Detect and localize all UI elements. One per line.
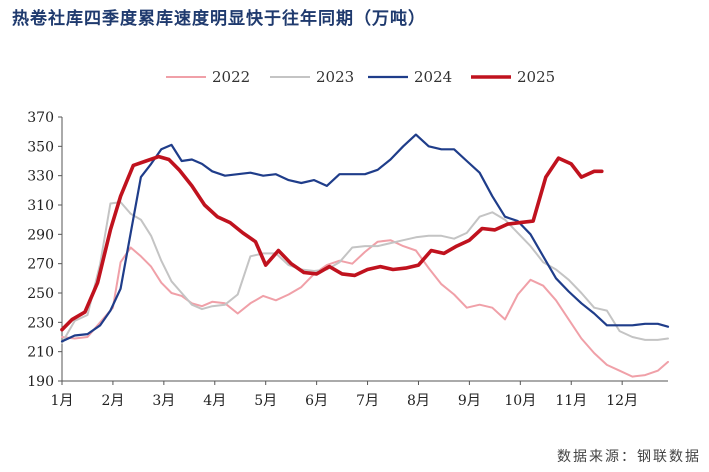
- y-tick-label: 250: [27, 286, 54, 302]
- chart-legend: 2022 2023 2024 2025: [166, 68, 555, 86]
- data-source: 数据来源：钢联数据: [557, 449, 701, 465]
- x-tick-label: 6月: [305, 393, 328, 409]
- y-tick-label: 350: [27, 139, 54, 155]
- legend-label-2022: 2022: [212, 68, 250, 86]
- x-tick-label: 5月: [254, 393, 277, 409]
- legend-label-2024: 2024: [414, 68, 452, 86]
- chart-series: [60, 133, 670, 378]
- x-tick-label: 4月: [203, 393, 226, 409]
- x-tick-label: 11月: [555, 393, 587, 409]
- x-tick-label: 3月: [152, 393, 175, 409]
- y-tick-label: 210: [27, 345, 54, 361]
- y-tick-label: 270: [27, 257, 54, 273]
- x-tick-label: 8月: [407, 393, 430, 409]
- series-line-2022: [61, 239, 669, 378]
- y-tick-label: 190: [27, 374, 54, 390]
- legend-label-2023: 2023: [316, 68, 354, 86]
- y-tick-label: 230: [27, 315, 54, 331]
- x-tick-label: 9月: [458, 393, 481, 409]
- x-tick-label: 1月: [51, 393, 74, 409]
- x-tick-label: 2月: [101, 393, 124, 409]
- legend-label-2025: 2025: [517, 68, 555, 86]
- y-tick-label: 330: [27, 169, 54, 185]
- series-line-2023: [61, 201, 669, 344]
- x-tick-label: 10月: [504, 393, 536, 409]
- chart-title: 热卷社库四季度累库速度明显快于往年同期（万吨）: [12, 9, 426, 29]
- x-tick-label: 12月: [606, 393, 638, 409]
- y-tick-label: 290: [27, 227, 54, 243]
- y-tick-label: 310: [27, 198, 54, 214]
- y-tick-label: 370: [27, 110, 54, 126]
- x-tick-label: 7月: [356, 393, 379, 409]
- series-line-2025: [60, 154, 604, 332]
- chart-axes: 190 210 230 250 270 290 310 330 350 370 1月 2月 3月 4月 5月…: [27, 110, 668, 409]
